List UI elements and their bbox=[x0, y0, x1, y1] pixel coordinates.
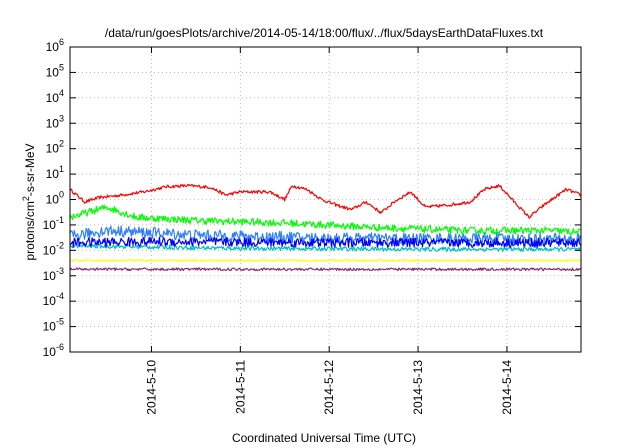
x-tick-labels: 2014-5-10 2014-5-11 2014-5-12 2014-5-13 2014… bbox=[144, 360, 513, 415]
chart-title: /data/run/goesPlots/archive/2014-05-14/1… bbox=[105, 26, 544, 40]
x-tick-label-0: 2014-5-10 bbox=[144, 360, 158, 415]
y-tick-label-8: 102 bbox=[46, 139, 64, 156]
x-tick-label-4: 2014-5-14 bbox=[500, 360, 514, 415]
y-axis-label-rest: -s-sr-MeV bbox=[23, 143, 37, 196]
series-line-4 bbox=[69, 236, 582, 248]
x-tick-label-1: 2014-5-11 bbox=[233, 360, 247, 414]
y-tick-label-12: 106 bbox=[46, 37, 64, 54]
y-axis-label-main: protons/cm bbox=[23, 201, 37, 260]
y-tick-label-9: 103 bbox=[46, 113, 64, 130]
axis-ticks bbox=[70, 46, 581, 353]
y-tick-label-0: 10-6 bbox=[43, 342, 64, 359]
series-line-5 bbox=[69, 259, 582, 262]
grid-lines bbox=[70, 47, 581, 352]
series-layer bbox=[69, 183, 582, 272]
y-tick-label-3: 10-3 bbox=[43, 266, 64, 283]
series-line-2 bbox=[69, 243, 582, 252]
series-line-6 bbox=[69, 267, 582, 272]
x-axis-label: Coordinated Universal Time (UTC) bbox=[232, 431, 416, 445]
y-tick-label-11: 105 bbox=[46, 62, 64, 79]
series-line-1 bbox=[69, 204, 582, 237]
y-axis-label-superscript: 2 bbox=[21, 196, 31, 201]
y-tick-label-5: 10-1 bbox=[43, 215, 64, 232]
x-tick-label-3: 2014-5-13 bbox=[411, 360, 425, 415]
y-tick-label-10: 104 bbox=[46, 88, 64, 105]
y-tick-labels: 10-6 10-5 10-4 10-3 10-2 10-1 100 101 102 103 104 1… bbox=[43, 37, 64, 359]
series-line-0 bbox=[69, 183, 582, 219]
y-tick-label-1: 10-5 bbox=[43, 317, 64, 334]
y-tick-label-6: 100 bbox=[46, 190, 64, 207]
y-tick-label-7: 101 bbox=[46, 164, 64, 181]
x-tick-label-2: 2014-5-12 bbox=[322, 360, 336, 415]
y-axis-label: protons/cm2-s-sr-MeV bbox=[21, 143, 37, 260]
y-tick-label-2: 10-4 bbox=[43, 291, 64, 308]
y-tick-label-4: 10-2 bbox=[43, 240, 64, 257]
